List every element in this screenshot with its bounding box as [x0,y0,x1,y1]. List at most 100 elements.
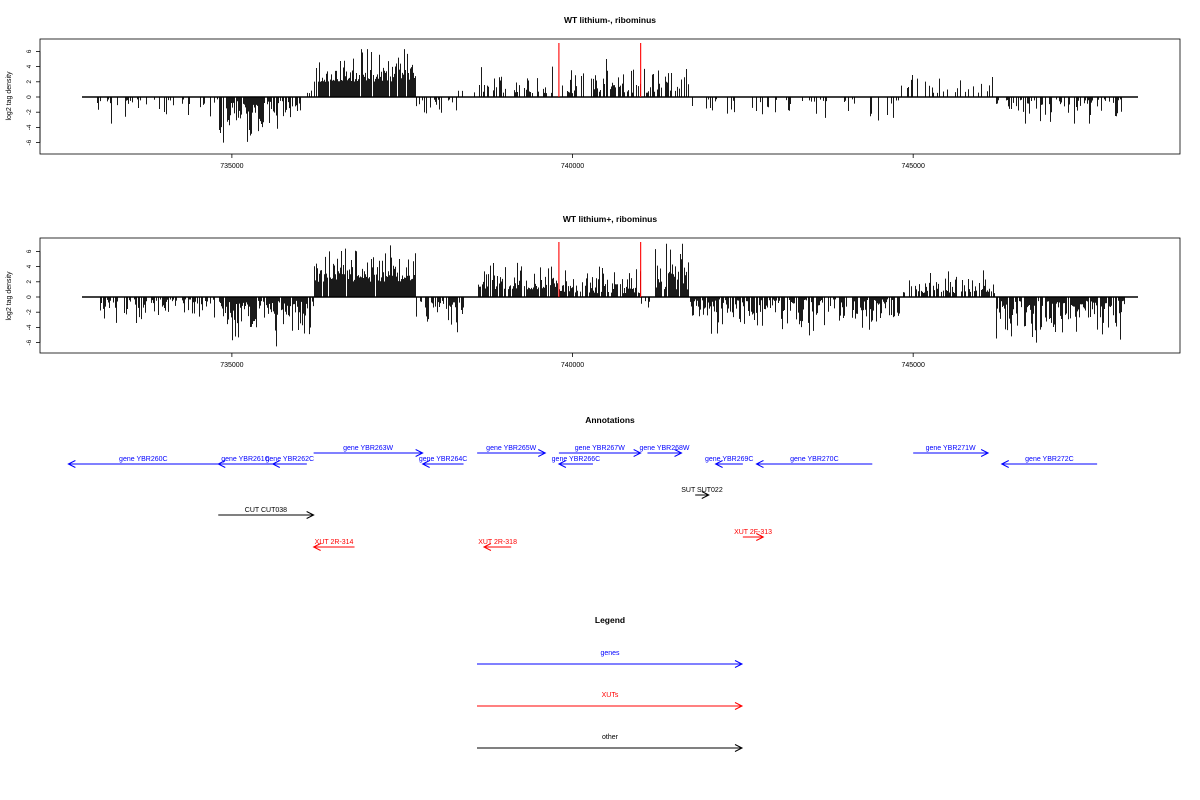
feature-gene: gene YBR267W [558,445,642,457]
y-tick-label: 2 [26,280,33,284]
feature-gene: gene YBR262C [266,456,315,468]
plot-frame [39,237,1181,354]
y-axis: 6 4 2 0 -2 -4 -6 [26,249,41,345]
feature-label: gene YBR269C [705,456,754,463]
coverage-panel-lithium-minus: WT lithium-, ribominus log2 tag density … [6,15,1181,170]
panel-title: WT lithium-, ribominus [564,15,656,25]
annotations-title: Annotations [585,415,635,425]
y-tick-label: 2 [26,80,33,84]
legend-label: other [602,734,619,741]
arrow-head [980,449,990,457]
arrow-head [67,460,76,468]
feature-xut: XUT 2R-314 [312,539,355,551]
feature-gene: gene YBR268W [639,445,690,457]
x-axis: 735000 740000 745000 [220,353,925,369]
arrow-head [1000,460,1009,468]
legend-items: genes XUTs other [477,650,744,752]
feature-xut: XUT 2F-313 [734,529,772,541]
y-axis: 6 4 2 0 -2 -4 -6 [26,49,41,145]
y-axis-label: log2 tag density [6,71,13,121]
feature-other: CUT CUT038 [218,507,315,519]
arrow-head [421,460,430,468]
feature-label: XUT 2R-314 [315,539,354,546]
bar-series [97,49,1122,143]
arrow-head [538,449,547,457]
feature-gene: gene YBR263W [313,445,424,457]
feature-xut: XUT 2R-318 [478,539,517,551]
feature-label: gene YBR266C [552,456,601,463]
arrow-head [482,543,492,551]
legend-title: Legend [595,615,625,625]
legend-item-other: other [477,734,744,752]
y-tick-label: -2 [26,109,33,115]
arrow-head [271,460,280,468]
feature-label: gene YBR272C [1025,456,1074,463]
feature-label: gene YBR264C [419,456,468,463]
feature-gene: gene YBR270C [755,456,873,468]
feature-label: gene YBR270C [790,456,839,463]
coverage-panel-lithium-plus: WT lithium+, ribominus log2 tag density … [6,214,1181,369]
feature-label: gene YBR262C [266,456,315,463]
feature-label: gene YBR271W [926,445,976,452]
arrow-head [734,702,744,710]
arrow-head [734,660,744,668]
feature-label: gene YBR267W [575,445,625,452]
feature-label: CUT CUT038 [245,507,287,514]
feature-other: SUT SUT022 [681,487,723,499]
y-tick-label: 0 [26,95,33,99]
feature-gene: gene YBR261C [217,456,273,468]
legend-label: XUTs [602,692,619,699]
y-tick-label: 0 [26,295,33,299]
y-tick-label: -6 [26,139,33,145]
x-tick-label: 735000 [220,163,243,170]
y-tick-label: -4 [26,124,33,130]
feature-gene: gene YBR265W [477,445,547,457]
y-tick-label: 6 [26,249,33,253]
feature-gene: gene YBR264C [419,456,468,468]
arrow-head [306,511,315,519]
y-tick-label: 4 [26,64,33,68]
feature-label: SUT SUT022 [681,487,723,494]
bar-series [100,243,1125,347]
feature-gene: gene YBR271W [913,445,990,457]
feature-gene: gene YBR260C [67,456,219,468]
feature-label: gene YBR260C [119,456,168,463]
feature-gene: gene YBR272C [1000,456,1098,468]
feature-label: gene YBR265W [486,445,536,452]
y-tick-label: -2 [26,309,33,315]
feature-label: gene YBR268W [639,445,689,452]
legend-item-gene: genes [477,650,744,668]
arrow-head [312,543,321,551]
arrow-head [674,449,683,457]
feature-gene: gene YBR266C [552,456,601,468]
arrow-head [217,460,226,468]
marker-lines [558,43,642,97]
legend-item-xut: XUTs [477,692,744,710]
feature-label: XUT 2R-318 [478,539,517,546]
y-tick-label: 4 [26,264,33,268]
x-axis: 735000 740000 745000 [220,154,925,170]
arrow-head [756,533,765,541]
arrow-head [714,460,723,468]
y-axis-label: log2 tag density [6,271,13,321]
feature-gene: gene YBR269C [705,456,754,468]
y-tick-label: 6 [26,49,33,53]
x-tick-label: 740000 [561,163,584,170]
arrow-head [415,449,424,457]
feature-label: gene YBR263W [343,445,393,452]
y-tick-label: -4 [26,324,33,330]
arrow-head [734,744,744,752]
legend: Legend genes XUTs other [477,615,744,752]
legend-label: genes [600,650,620,657]
arrow-head [633,449,642,457]
x-tick-label: 745000 [901,362,924,369]
annotations-track: Annotations gene YBR260C gene YBR261Cgene… [67,415,1098,551]
x-tick-label: 735000 [220,362,243,369]
marker-lines [558,242,642,297]
y-tick-label: -6 [26,339,33,345]
panel-title: WT lithium+, ribominus [563,214,657,224]
arrow-head [701,491,710,499]
x-tick-label: 745000 [901,163,924,170]
